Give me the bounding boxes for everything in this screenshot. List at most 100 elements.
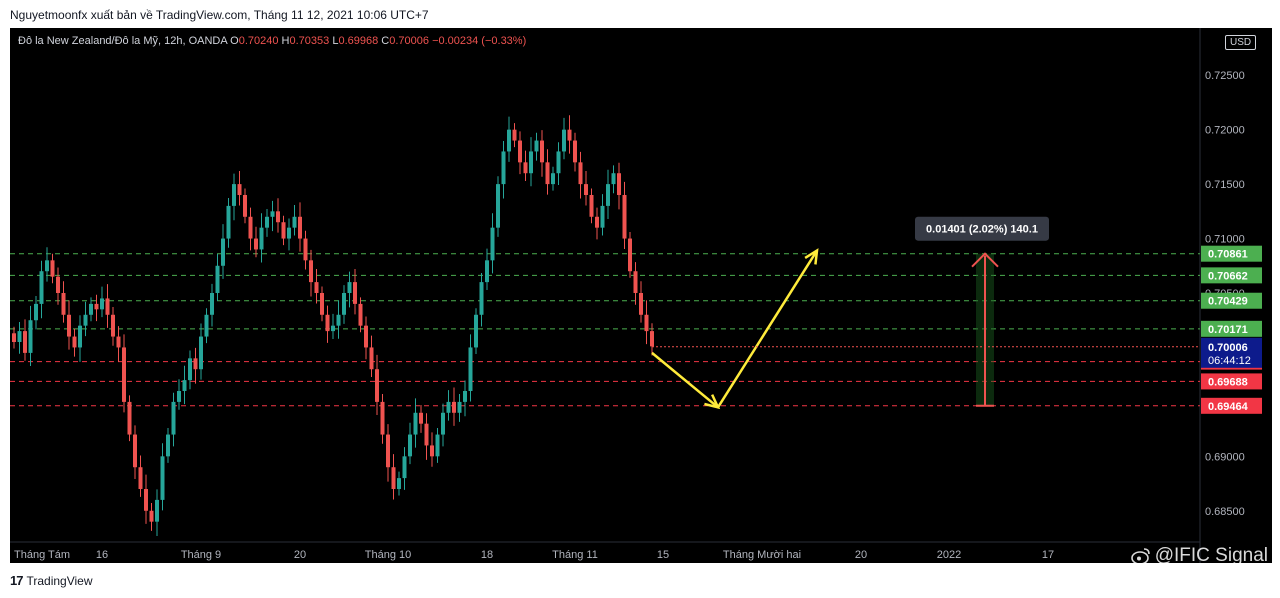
candle-body (182, 380, 187, 391)
x-tick-label: Tháng Mười hai (723, 549, 801, 561)
x-tick-label: Tháng Tám (14, 549, 70, 561)
candle-body (463, 391, 467, 402)
candle-body (111, 314, 115, 337)
candle-body (424, 423, 429, 446)
x-tick-label: Tháng 11 (552, 549, 598, 561)
candle-body (606, 184, 610, 206)
candle-body (468, 347, 473, 391)
symbol-legend: Đô la New Zealand/Đô la Mỹ, 12h, OANDA O… (18, 35, 526, 47)
chart-frame[interactable]: 0.725000.720000.715000.710000.705000.700… (10, 28, 1272, 563)
low-label: L (332, 35, 339, 47)
candle-body (562, 129, 566, 152)
candle-body (45, 260, 49, 272)
candle-body (94, 303, 99, 310)
candle-body (226, 205, 231, 239)
candle-body (188, 358, 192, 381)
candle-body (204, 314, 209, 337)
high-label: H (281, 35, 290, 47)
currency-button[interactable]: USD (1225, 35, 1257, 50)
candle-body (419, 412, 423, 424)
candle-body (281, 222, 286, 239)
candle-body (232, 184, 236, 206)
candle-body (485, 260, 489, 283)
candle-body (149, 510, 154, 522)
candle-body (617, 173, 621, 195)
candle-body (127, 401, 132, 435)
candle-body (28, 320, 33, 353)
candle-body (243, 195, 247, 217)
publish-header: Nguyetmoonfx xuất bản về TradingView.com… (0, 0, 1280, 28)
level-label: 0.69464 (1208, 401, 1249, 413)
candle-body (298, 216, 302, 239)
candle-body (221, 238, 225, 266)
level-badge (1201, 373, 1262, 390)
x-tick-label: 20 (855, 549, 867, 561)
candle-body (358, 303, 363, 326)
candle-body (391, 467, 396, 489)
candle-body (248, 216, 253, 239)
candle-body (496, 184, 500, 228)
y-tick-label: 0.69000 (1205, 451, 1245, 463)
candle-body (413, 412, 418, 435)
candle-body (314, 282, 319, 293)
level-label: 0.69688 (1208, 376, 1248, 388)
candle-body (122, 347, 126, 402)
projection-arrowhead-up (804, 248, 819, 265)
candle-body (435, 434, 440, 457)
candle-body (622, 195, 627, 239)
candle-body (144, 489, 148, 511)
candle-body (628, 238, 632, 272)
measure-label-box (915, 216, 1049, 241)
candle-body (336, 314, 341, 326)
candle-body (303, 238, 308, 261)
candle-body (633, 271, 638, 293)
candle-body (556, 151, 561, 174)
candle-body (17, 331, 22, 342)
level-label: 0.70861 (1208, 249, 1248, 261)
x-tick-label: Tháng 9 (181, 549, 221, 561)
candle-body (309, 260, 313, 283)
candle-body (375, 369, 379, 402)
candle-body (259, 227, 264, 250)
candle-body (518, 140, 522, 163)
change-value: −0.00234 (−0.33%) (432, 35, 527, 47)
candle-body (644, 314, 649, 332)
x-tick-label: 15 (657, 549, 669, 561)
footer-bar: 17 TradingView (0, 563, 1280, 598)
level-label: 0.70662 (1208, 270, 1248, 282)
candle-body (12, 333, 16, 342)
candle-body (56, 276, 60, 293)
candle-body (408, 434, 412, 457)
candle-body (138, 467, 143, 489)
candle-body (177, 391, 181, 402)
candle-body (512, 129, 517, 141)
x-tick-label: 17 (1042, 549, 1054, 561)
candle-body (155, 499, 159, 522)
candle-body (166, 434, 170, 457)
level-badge (1201, 397, 1262, 414)
candle-body (386, 434, 390, 468)
candle-body (254, 238, 258, 250)
candle-body (210, 293, 214, 315)
candle-body (105, 298, 110, 315)
candle-body (507, 129, 511, 152)
candle-body (551, 173, 555, 185)
x-tick-label: Tháng 10 (365, 549, 411, 561)
candle-body (287, 227, 291, 239)
tradingview-brand[interactable]: 17 TradingView (10, 573, 93, 588)
close-label: C (381, 35, 390, 47)
candle-body (34, 303, 38, 321)
level-label: 0.70171 (1208, 324, 1248, 336)
countdown-label: 06:44:12 (1208, 355, 1251, 367)
symbol-name: Đô la New Zealand/Đô la Mỹ, 12h, OANDA (18, 35, 228, 47)
open-label: O (230, 35, 239, 47)
x-tick-label: 2022 (937, 549, 961, 561)
watermark-text: @IFIC Signal (1154, 545, 1268, 566)
projection-arrowhead-down (704, 394, 721, 410)
candle-body (595, 216, 599, 228)
candle-body (193, 358, 198, 370)
price-chart[interactable]: 0.725000.720000.715000.710000.705000.700… (10, 28, 1272, 563)
candle-body (446, 401, 451, 413)
measure-arrowhead (971, 252, 999, 268)
candle-body (540, 140, 544, 163)
